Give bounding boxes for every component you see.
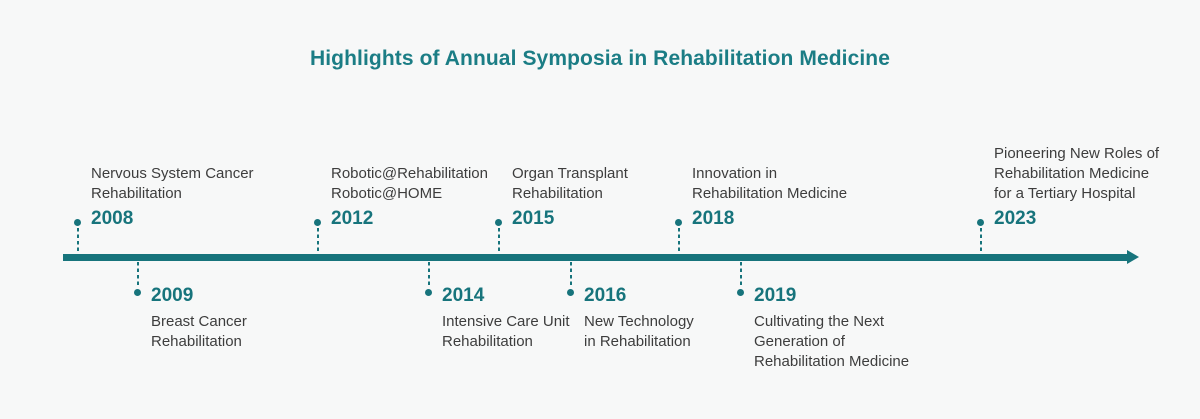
event-year: 2008 xyxy=(91,208,134,229)
event-label: Innovation in Rehabilitation Medicine xyxy=(692,165,848,202)
event-year: 2018 xyxy=(692,208,735,229)
event-year: 2014 xyxy=(442,285,485,306)
event-label: Breast Cancer Rehabilitation xyxy=(151,313,247,350)
event-connector-line xyxy=(428,262,430,288)
event-connector-line xyxy=(77,228,79,254)
timeline-dot-icon xyxy=(737,289,744,296)
event-year: 2016 xyxy=(584,285,627,306)
event-label: Cultivating the Next Generation of Rehab… xyxy=(754,313,910,370)
timeline-axis xyxy=(63,254,1127,261)
event-label: Pioneering New Roles of Rehabilitation M… xyxy=(994,145,1160,202)
event-year: 2012 xyxy=(331,208,374,229)
timeline-dot-icon xyxy=(675,219,682,226)
event-label: New Technology in Rehabilitation xyxy=(584,313,694,350)
event-connector-line xyxy=(570,262,572,288)
event-year: 2019 xyxy=(754,285,797,306)
event-label: Intensive Care Unit Rehabilitation xyxy=(442,313,570,350)
event-year: 2015 xyxy=(512,208,555,229)
timeline-dot-icon xyxy=(134,289,141,296)
timeline-dot-icon xyxy=(977,219,984,226)
event-label: Robotic@Rehabilitation Robotic@HOME xyxy=(331,165,488,202)
event-connector-line xyxy=(740,262,742,288)
event-year: 2023 xyxy=(994,208,1037,229)
event-connector-line xyxy=(980,228,982,254)
timeline-dot-icon xyxy=(314,219,321,226)
event-connector-line xyxy=(137,262,139,288)
event-connector-line xyxy=(498,228,500,254)
page-title: Highlights of Annual Symposia in Rehabil… xyxy=(309,47,891,70)
timeline-dot-icon xyxy=(425,289,432,296)
timeline-arrowhead-icon xyxy=(1127,250,1139,264)
timeline-dot-icon xyxy=(495,219,502,226)
event-connector-line xyxy=(678,228,680,254)
timeline-dot-icon xyxy=(74,219,81,226)
event-label: Nervous System Cancer Rehabilitation xyxy=(91,165,254,202)
event-connector-line xyxy=(317,228,319,254)
timeline-dot-icon xyxy=(567,289,574,296)
event-label: Organ Transplant Rehabilitation xyxy=(512,165,628,202)
event-year: 2009 xyxy=(151,285,194,306)
